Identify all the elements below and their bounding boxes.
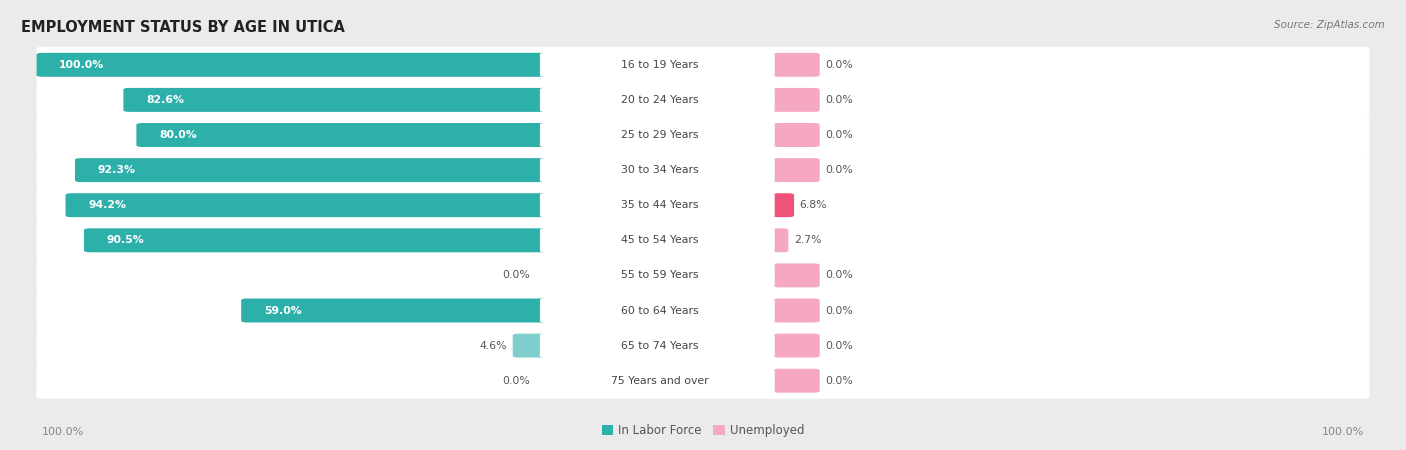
Text: 20 to 24 Years: 20 to 24 Years <box>621 95 699 105</box>
FancyBboxPatch shape <box>37 292 1369 328</box>
Text: 0.0%: 0.0% <box>825 165 853 175</box>
Text: 0.0%: 0.0% <box>502 270 530 280</box>
FancyBboxPatch shape <box>773 263 820 288</box>
FancyBboxPatch shape <box>540 263 775 288</box>
FancyBboxPatch shape <box>37 117 1369 153</box>
FancyBboxPatch shape <box>66 193 547 217</box>
Text: 100.0%: 100.0% <box>42 427 84 437</box>
FancyBboxPatch shape <box>136 123 547 147</box>
Text: 55 to 59 Years: 55 to 59 Years <box>621 270 699 280</box>
Text: 35 to 44 Years: 35 to 44 Years <box>621 200 699 210</box>
Text: 82.6%: 82.6% <box>146 95 184 105</box>
Legend: In Labor Force, Unemployed: In Labor Force, Unemployed <box>598 419 808 442</box>
Text: 0.0%: 0.0% <box>825 95 853 105</box>
FancyBboxPatch shape <box>773 53 820 77</box>
Text: EMPLOYMENT STATUS BY AGE IN UTICA: EMPLOYMENT STATUS BY AGE IN UTICA <box>21 20 344 35</box>
Text: 0.0%: 0.0% <box>825 306 853 315</box>
FancyBboxPatch shape <box>124 88 547 112</box>
FancyBboxPatch shape <box>540 193 775 218</box>
Text: 16 to 19 Years: 16 to 19 Years <box>621 60 699 70</box>
FancyBboxPatch shape <box>37 187 1369 223</box>
FancyBboxPatch shape <box>37 363 1369 399</box>
FancyBboxPatch shape <box>37 152 1369 188</box>
Text: 92.3%: 92.3% <box>97 165 135 175</box>
FancyBboxPatch shape <box>540 333 775 358</box>
FancyBboxPatch shape <box>37 257 1369 293</box>
Text: 25 to 29 Years: 25 to 29 Years <box>621 130 699 140</box>
Text: 100.0%: 100.0% <box>1322 427 1364 437</box>
FancyBboxPatch shape <box>773 193 794 217</box>
Text: 30 to 34 Years: 30 to 34 Years <box>621 165 699 175</box>
Text: 65 to 74 Years: 65 to 74 Years <box>621 341 699 351</box>
Text: 0.0%: 0.0% <box>502 376 530 386</box>
FancyBboxPatch shape <box>37 53 547 77</box>
FancyBboxPatch shape <box>75 158 547 182</box>
FancyBboxPatch shape <box>37 47 1369 83</box>
Text: 75 Years and over: 75 Years and over <box>612 376 709 386</box>
FancyBboxPatch shape <box>37 82 1369 118</box>
FancyBboxPatch shape <box>540 122 775 148</box>
Text: 2.7%: 2.7% <box>794 235 821 245</box>
FancyBboxPatch shape <box>773 333 820 358</box>
Text: 100.0%: 100.0% <box>59 60 104 70</box>
FancyBboxPatch shape <box>773 228 789 252</box>
FancyBboxPatch shape <box>37 222 1369 258</box>
FancyBboxPatch shape <box>540 52 775 77</box>
Text: 59.0%: 59.0% <box>264 306 301 315</box>
FancyBboxPatch shape <box>540 298 775 323</box>
Text: 4.6%: 4.6% <box>479 341 508 351</box>
FancyBboxPatch shape <box>773 298 820 323</box>
Text: 80.0%: 80.0% <box>159 130 197 140</box>
FancyBboxPatch shape <box>540 87 775 112</box>
Text: 60 to 64 Years: 60 to 64 Years <box>621 306 699 315</box>
FancyBboxPatch shape <box>773 369 820 393</box>
Text: 45 to 54 Years: 45 to 54 Years <box>621 235 699 245</box>
FancyBboxPatch shape <box>84 228 547 252</box>
FancyBboxPatch shape <box>37 328 1369 364</box>
FancyBboxPatch shape <box>540 368 775 393</box>
FancyBboxPatch shape <box>773 123 820 147</box>
Text: 0.0%: 0.0% <box>825 60 853 70</box>
FancyBboxPatch shape <box>513 333 547 358</box>
FancyBboxPatch shape <box>773 88 820 112</box>
Text: 94.2%: 94.2% <box>89 200 127 210</box>
FancyBboxPatch shape <box>773 158 820 182</box>
FancyBboxPatch shape <box>540 158 775 183</box>
Text: 0.0%: 0.0% <box>825 130 853 140</box>
FancyBboxPatch shape <box>540 228 775 253</box>
Text: 0.0%: 0.0% <box>825 341 853 351</box>
Text: 90.5%: 90.5% <box>107 235 145 245</box>
Text: 0.0%: 0.0% <box>825 376 853 386</box>
FancyBboxPatch shape <box>242 298 547 323</box>
Text: 6.8%: 6.8% <box>800 200 827 210</box>
Text: Source: ZipAtlas.com: Source: ZipAtlas.com <box>1274 20 1385 30</box>
Text: 0.0%: 0.0% <box>825 270 853 280</box>
